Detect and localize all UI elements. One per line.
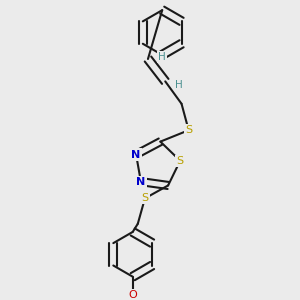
Text: N: N xyxy=(131,149,141,160)
Text: N: N xyxy=(136,177,146,187)
Text: S: S xyxy=(177,156,184,166)
Text: O: O xyxy=(128,290,137,300)
Text: H: H xyxy=(158,52,166,62)
Text: S: S xyxy=(141,194,148,203)
Text: H: H xyxy=(175,80,182,90)
Text: S: S xyxy=(185,125,192,135)
